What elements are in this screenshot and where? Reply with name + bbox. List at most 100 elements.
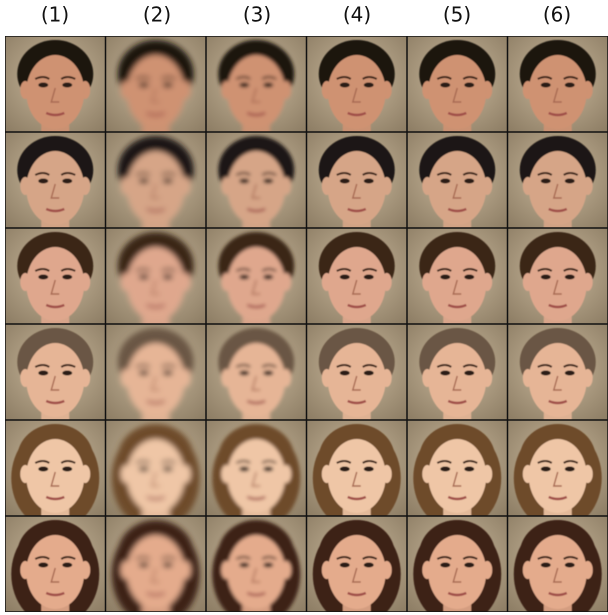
eye	[239, 83, 249, 88]
face	[413, 424, 501, 530]
face	[313, 520, 401, 615]
eye	[239, 467, 249, 472]
column-label: (2)	[143, 3, 171, 27]
eye	[263, 179, 273, 184]
eye	[62, 275, 72, 280]
eye	[62, 563, 72, 568]
face-image	[206, 516, 307, 615]
eye	[263, 563, 273, 568]
eye	[38, 467, 48, 472]
eye	[38, 275, 48, 280]
face-image	[307, 420, 408, 530]
face-image	[5, 324, 106, 434]
skin	[127, 439, 185, 513]
face-content	[307, 132, 408, 242]
eye	[263, 83, 273, 88]
eye	[139, 83, 149, 88]
face	[112, 520, 200, 615]
eye	[464, 371, 474, 376]
skin	[529, 247, 587, 321]
face-content	[407, 228, 508, 338]
skin	[227, 343, 285, 417]
eye	[139, 563, 149, 568]
face-image	[5, 420, 106, 530]
face	[514, 424, 602, 530]
eye	[541, 563, 551, 568]
skin	[428, 247, 486, 321]
face-image	[206, 132, 307, 242]
face-content	[206, 36, 307, 146]
skin	[529, 535, 587, 609]
eye	[340, 83, 350, 88]
face-image	[106, 36, 207, 146]
face	[413, 520, 501, 615]
face-content	[407, 420, 508, 530]
face-content	[307, 420, 408, 530]
eye	[38, 83, 48, 88]
eye	[565, 467, 575, 472]
face-image	[508, 228, 608, 338]
skin	[26, 247, 84, 321]
column-labels: (1) (2) (3) (4) (5) (6)	[41, 3, 571, 27]
face	[313, 424, 401, 530]
eye	[440, 467, 450, 472]
eye	[440, 371, 450, 376]
face-image	[307, 228, 408, 338]
eye	[38, 563, 48, 568]
eye	[62, 83, 72, 88]
face-content	[307, 228, 408, 338]
skin	[26, 151, 84, 225]
face-image	[206, 420, 307, 530]
face-content	[106, 36, 207, 146]
eye	[163, 563, 173, 568]
face-content	[508, 36, 608, 146]
eye	[464, 467, 474, 472]
face-grid	[5, 36, 608, 615]
face-content	[206, 516, 307, 615]
face	[212, 520, 300, 615]
eye	[163, 83, 173, 88]
skin	[26, 343, 84, 417]
face-image	[106, 420, 207, 530]
face	[11, 424, 99, 530]
eye	[263, 467, 273, 472]
face-content	[508, 516, 608, 615]
eye	[139, 371, 149, 376]
eye	[340, 275, 350, 280]
eye	[440, 275, 450, 280]
face-content	[407, 132, 508, 242]
face-content	[508, 132, 608, 242]
eye	[440, 179, 450, 184]
skin	[428, 55, 486, 129]
face-image	[508, 420, 608, 530]
eye	[340, 179, 350, 184]
eye	[340, 467, 350, 472]
column-label: (4)	[343, 3, 371, 27]
column-label: (6)	[543, 3, 571, 27]
column-label: (3)	[243, 3, 271, 27]
skin	[529, 151, 587, 225]
face-content	[5, 324, 106, 434]
eye	[62, 179, 72, 184]
eye	[239, 179, 249, 184]
face-image	[407, 228, 508, 338]
eye	[364, 467, 374, 472]
face-content	[206, 420, 307, 530]
skin	[227, 247, 285, 321]
face-image	[307, 516, 408, 615]
eye	[464, 563, 474, 568]
face-content	[206, 228, 307, 338]
face-image	[508, 36, 608, 146]
face-image	[407, 132, 508, 242]
face-content	[5, 228, 106, 338]
eye	[541, 83, 551, 88]
face-image	[508, 132, 608, 242]
face-image	[307, 132, 408, 242]
eye	[464, 179, 474, 184]
eye	[565, 275, 575, 280]
eye	[239, 371, 249, 376]
skin	[328, 247, 386, 321]
eye	[263, 275, 273, 280]
eye	[163, 467, 173, 472]
eye	[541, 371, 551, 376]
